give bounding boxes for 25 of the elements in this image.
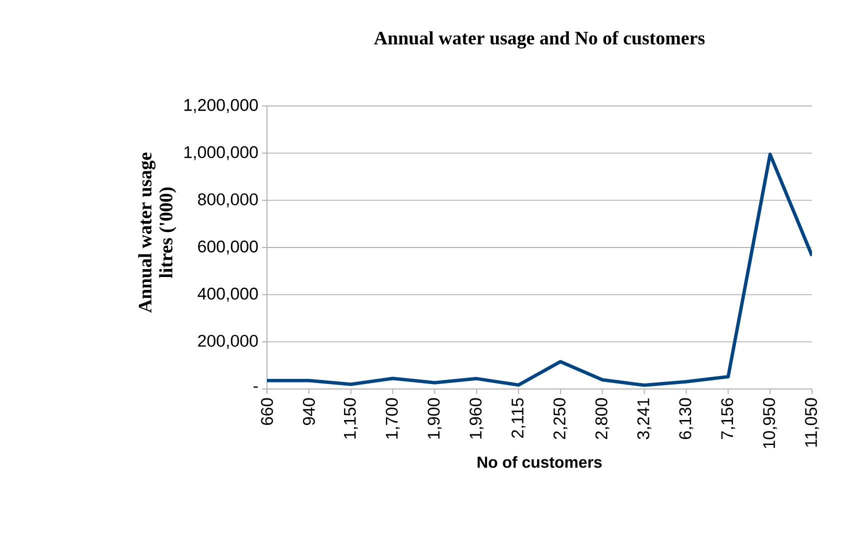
x-tick-label: 7,156 xyxy=(721,398,736,440)
x-tick-label: 2,250 xyxy=(553,398,568,440)
y-tick-label: 400,000 xyxy=(198,288,258,302)
x-tick-label: 660 xyxy=(261,398,274,425)
y-tick-label: - xyxy=(254,386,258,388)
y-tick-label: 1,000,000 xyxy=(184,146,258,160)
x-tick-label: 6,130 xyxy=(679,398,694,440)
x-tick-label: 2,115 xyxy=(512,398,526,438)
y-tick-label: 800,000 xyxy=(198,193,258,208)
x-tick-label: 940 xyxy=(302,398,315,425)
x-tick-label: 11,050 xyxy=(805,398,820,447)
y-tick-label: 1,200,000 xyxy=(184,99,258,113)
x-tick-label: 2,800 xyxy=(595,398,610,440)
line-series xyxy=(267,152,812,387)
x-axis-title: No of customers xyxy=(478,456,602,468)
y-axis-title: Annual water usage litres ('000) xyxy=(138,152,176,313)
x-tick-label: 1,960 xyxy=(470,398,484,439)
chart-title: Annual water usage and No of customers xyxy=(374,30,705,48)
y-tick-label: 200,000 xyxy=(198,334,258,349)
x-tick-label: 3,241 xyxy=(637,398,652,440)
x-tick-label: 1,150 xyxy=(344,398,358,439)
x-tick-label: 10,950 xyxy=(763,398,778,448)
x-tick-label: 1,700 xyxy=(386,398,400,439)
y-tick-label: 600,000 xyxy=(198,240,258,254)
x-tick-label: 1,900 xyxy=(428,398,442,439)
